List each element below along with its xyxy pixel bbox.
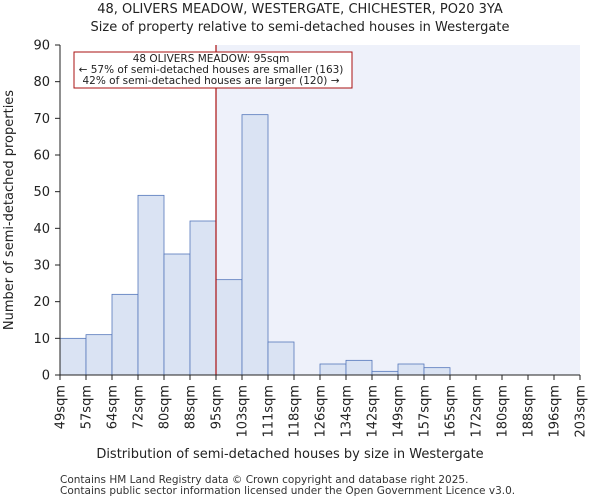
footer-licence: Contains public sector information licen…: [60, 485, 516, 497]
x-tick-label: 95sqm: [210, 385, 225, 429]
y-tick-label: 20: [33, 295, 50, 310]
x-tick-label: 142sqm: [366, 385, 381, 438]
x-tick-label: 203sqm: [574, 385, 589, 438]
x-tick-label: 80sqm: [158, 385, 173, 429]
x-tick-label: 134sqm: [340, 385, 355, 438]
chart-title-line1: 48, OLIVERS MEADOW, WESTERGATE, CHICHEST…: [97, 2, 503, 17]
x-tick-label: 172sqm: [470, 385, 485, 438]
x-tick-label: 149sqm: [392, 385, 407, 438]
x-axis-ticks: 49sqm 57sqm 64sqm 72sqm 80sqm 88sqm 95sqm 103sq…: [54, 375, 589, 438]
histogram-bar: [59, 337, 87, 376]
annotation-frame: [73, 51, 353, 89]
bars-group: [59, 114, 451, 376]
histogram-bar: [111, 293, 139, 376]
x-axis-label: Distribution of semi-detached houses by …: [96, 447, 483, 462]
x-tick-label: 88sqm: [184, 385, 199, 429]
right-side-shade: [216, 45, 580, 375]
histogram-bar: [319, 363, 347, 376]
y-tick-label: 60: [33, 149, 50, 164]
histogram-bar: [137, 194, 165, 376]
annotation-box: 48 OLIVERS MEADOW: 95sqm ← 57% of semi-d…: [73, 51, 353, 89]
x-tick-label: 49sqm: [54, 385, 69, 429]
x-tick-label: 118sqm: [288, 385, 303, 438]
annotation-line2: ← 57% of semi-detached houses are smalle…: [79, 64, 344, 76]
y-axis-ticks: 0 10 20 30 40 50 60 70 80 90: [33, 39, 60, 384]
x-tick-label: 196sqm: [548, 385, 563, 438]
x-tick-label: 188sqm: [522, 385, 537, 438]
y-tick-label: 90: [33, 39, 50, 54]
histogram-bar: [397, 363, 425, 376]
annotation-line3: 42% of semi-detached houses are larger (…: [83, 75, 340, 87]
histogram-bar: [85, 334, 113, 376]
x-tick-label: 111sqm: [262, 385, 277, 438]
x-tick-label: 165sqm: [444, 385, 459, 438]
y-tick-label: 50: [33, 185, 50, 200]
x-tick-label: 126sqm: [314, 385, 329, 438]
histogram-bar: [163, 253, 191, 376]
histogram-bar: [267, 341, 295, 376]
x-tick-label: 180sqm: [496, 385, 511, 438]
y-tick-label: 10: [33, 332, 50, 347]
histogram-bar: [189, 220, 217, 376]
footer-copyright: Contains HM Land Registry data © Crown c…: [60, 474, 469, 486]
x-tick-label: 64sqm: [106, 385, 121, 429]
x-tick-label: 72sqm: [132, 385, 147, 429]
annotation-line1: 48 OLIVERS MEADOW: 95sqm: [133, 53, 290, 65]
histogram-bar: [241, 114, 269, 376]
x-tick-label: 57sqm: [80, 385, 95, 429]
y-tick-label: 80: [33, 75, 50, 90]
histogram-bar: [371, 370, 399, 376]
y-tick-label: 40: [33, 222, 50, 237]
x-tick-label: 103sqm: [236, 385, 251, 438]
x-tick-label: 157sqm: [418, 385, 433, 438]
y-tick-label: 0: [42, 369, 50, 384]
y-axis-label: Number of semi-detached properties: [2, 90, 17, 330]
y-tick-label: 30: [33, 259, 50, 274]
histogram-bar: [215, 279, 243, 376]
histogram-bar: [345, 359, 373, 376]
histogram-bar: [423, 367, 451, 376]
chart-title-line2: Size of property relative to semi-detach…: [90, 20, 510, 35]
y-tick-label: 70: [33, 112, 50, 127]
